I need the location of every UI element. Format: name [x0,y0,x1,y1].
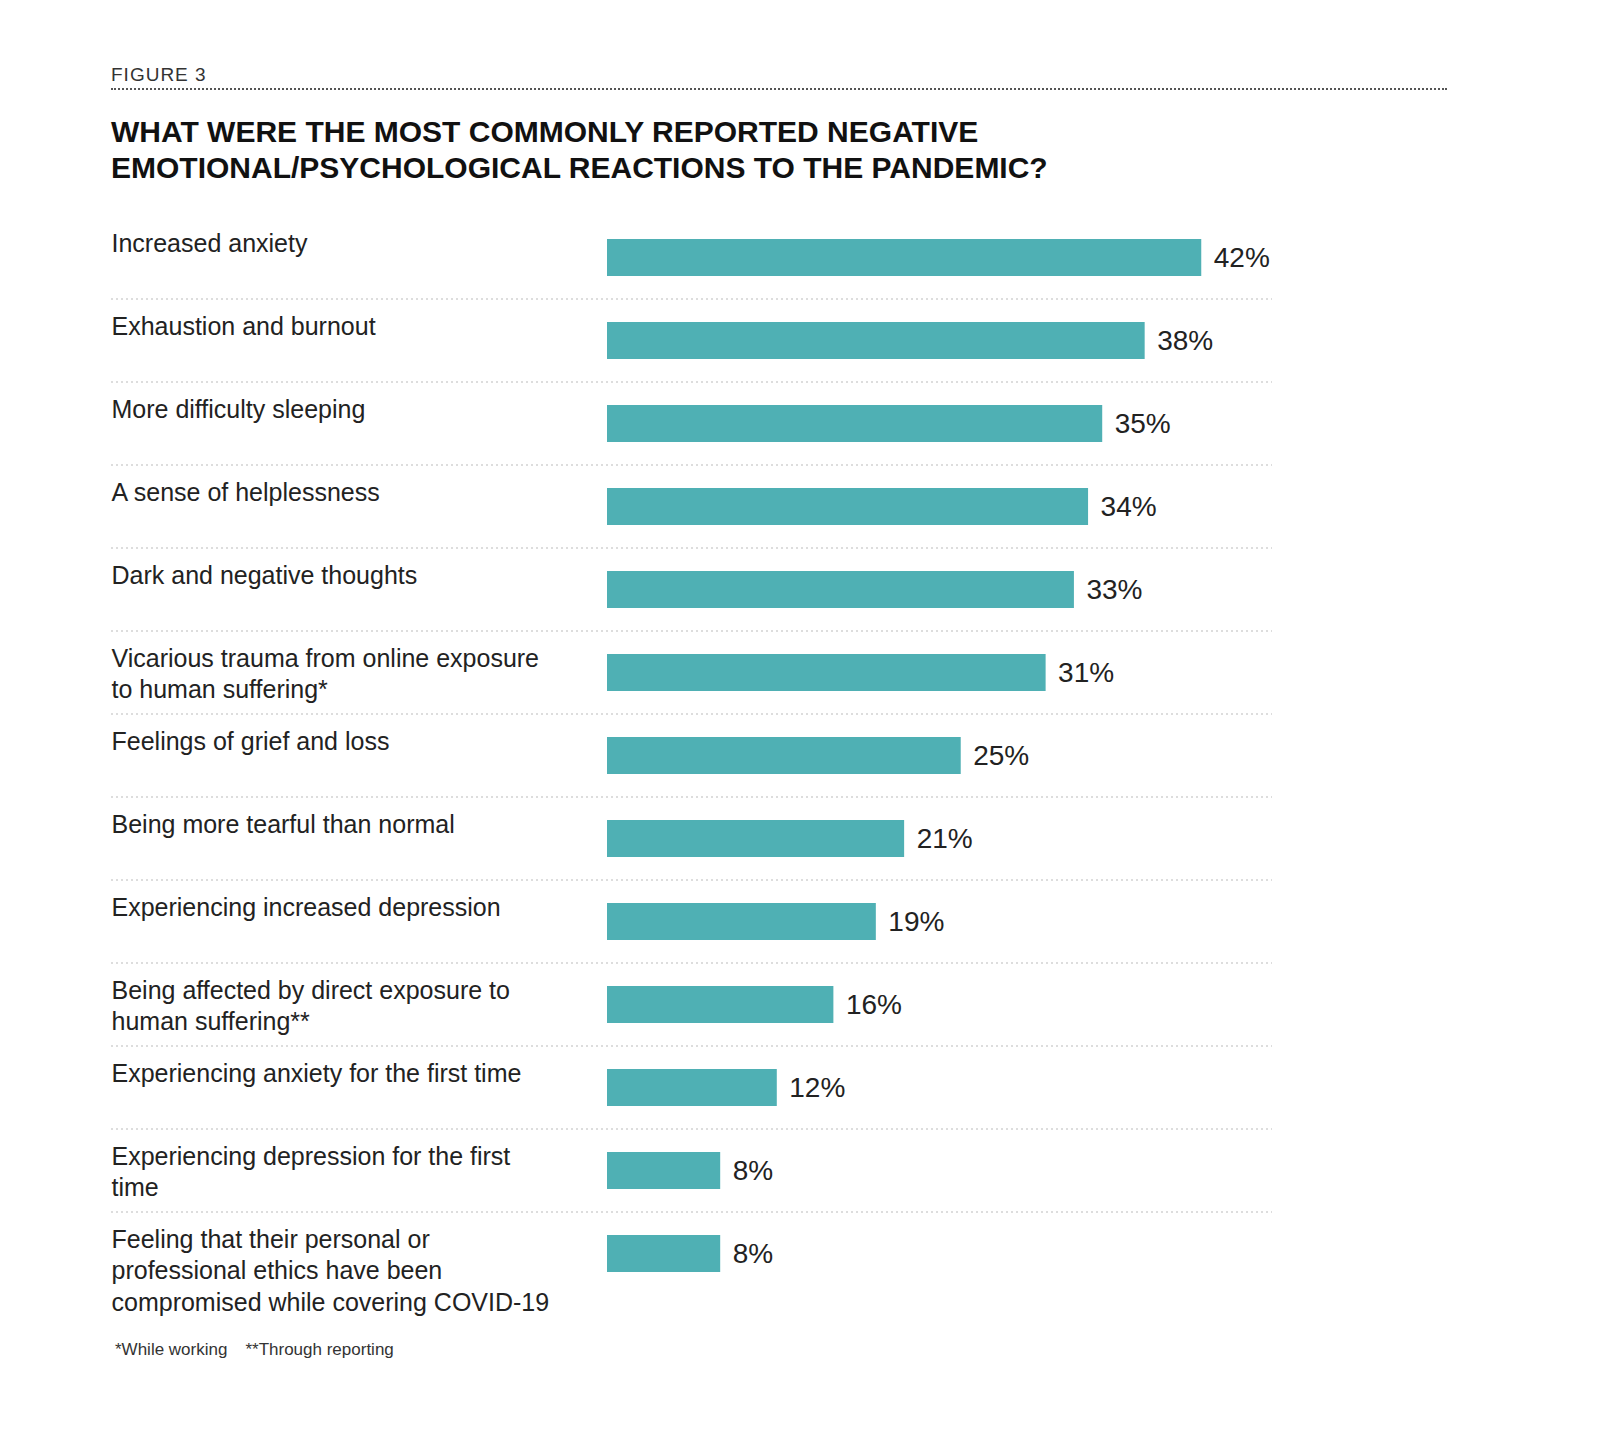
svg-text:25%: 25% [973,740,1029,771]
svg-text:A sense of helplessness: A sense of helplessness [112,478,380,506]
svg-text:Being affected by direct expos: Being affected by direct exposure tohuma… [112,976,510,1035]
svg-text:42%: 42% [1214,242,1270,273]
svg-text:More difficulty sleeping: More difficulty sleeping [112,395,366,423]
svg-text:Dark and negative thoughts: Dark and negative thoughts [112,561,418,589]
svg-text:Increased anxiety: Increased anxiety [112,229,308,257]
html-text:FIGURE 3: FIGURE 3 [111,64,207,85]
svg-text:Experiencing depression for th: Experiencing depression for the firsttim… [112,1142,511,1201]
svg-text:16%: 16% [846,989,902,1020]
svg-text:31%: 31% [1058,657,1114,688]
html-text:*While working: *While working [115,1340,228,1359]
html-text:**Through reporting: **Through reporting [245,1340,394,1359]
svg-text:Experiencing anxiety for the f: Experiencing anxiety for the first time [112,1059,522,1087]
svg-text:8%: 8% [733,1155,773,1186]
svg-text:19%: 19% [888,906,944,937]
svg-text:21%: 21% [917,823,973,854]
svg-text:35%: 35% [1115,408,1171,439]
svg-text:Feeling that their personal or: Feeling that their personal orprofession… [112,1225,550,1316]
svg-text:8%: 8% [733,1238,773,1269]
svg-text:34%: 34% [1101,491,1157,522]
html-text:WHAT WERE THE MOST COMMONLY RE: WHAT WERE THE MOST COMMONLY REPORTED NEG… [111,115,1048,184]
svg-text:38%: 38% [1157,325,1213,356]
svg-text:Vicarious trauma from online e: Vicarious trauma from online exposureto … [112,644,540,703]
svg-text:33%: 33% [1086,574,1142,605]
svg-text:Being more tearful than normal: Being more tearful than normal [112,810,455,838]
svg-text:Feelings of grief and loss: Feelings of grief and loss [112,727,390,755]
svg-text:12%: 12% [789,1072,845,1103]
svg-text:Experiencing increased depress: Experiencing increased depression [112,893,501,921]
svg-text:Exhaustion and burnout: Exhaustion and burnout [112,312,376,340]
